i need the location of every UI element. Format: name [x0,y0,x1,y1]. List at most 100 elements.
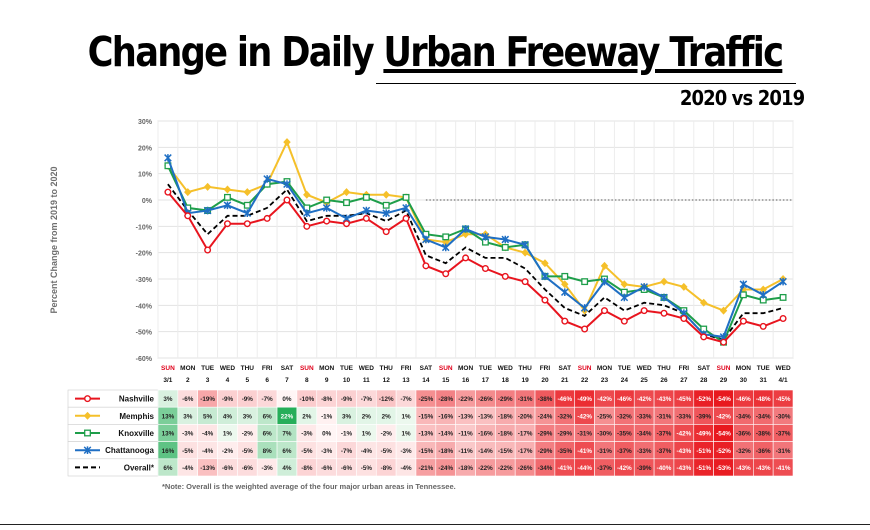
x-date-label: 15 [442,377,450,384]
table-cell-value: 3% [183,413,193,420]
x-day-label: WED [637,365,652,372]
table-cell-value: -33% [637,413,652,420]
x-date-label: 6 [265,377,269,384]
data-point [640,307,648,315]
table-cell [772,458,794,477]
data-point [620,293,629,302]
data-point [203,206,212,215]
table-cell-value: -10% [299,396,314,403]
x-day-label: TUE [618,365,632,372]
legend-series-name: Memphis [119,412,154,421]
y-tick-label: 20% [138,145,153,152]
table-cell-value: -20% [518,413,533,420]
data-point [223,201,232,210]
table-cell-value: -24% [538,413,553,420]
x-date-label: 16 [462,377,470,384]
table-cell-value: -5% [301,448,313,455]
data-point [739,280,748,289]
data-point [600,307,608,315]
x-date-label: 12 [383,377,391,384]
x-date-label: 9 [325,377,329,384]
table-cell-value: -7% [400,396,412,403]
data-point [600,277,609,286]
table-cell-value: -18% [458,465,473,472]
table-cell-value: -8% [381,465,393,472]
data-point [224,193,231,201]
table-cell-value: -3% [400,448,412,455]
table-cell-value: -29% [498,396,513,403]
table-cell-value: -18% [498,431,513,438]
table-cell-value: -36% [736,431,751,438]
data-point [521,240,529,249]
x-date-label: 21 [561,377,569,384]
data-point [83,411,92,420]
table-cell-value: -16% [478,431,493,438]
x-day-label: FRI [679,365,690,372]
data-point [382,209,391,217]
x-day-label: TUE [757,365,771,372]
table-cell-value: -5% [361,465,373,472]
data-point [700,333,708,341]
legend-series-name: Nashville [119,395,155,404]
x-date-label: 8 [305,377,309,384]
data-point [343,199,350,207]
table-cell-value: 3% [342,413,352,420]
table-cell-value: -41% [557,465,572,472]
table-cell-value: -32% [617,413,632,420]
x-date-label: 26 [660,377,668,384]
data-point [283,196,291,204]
table-cell-value: -37% [597,465,612,472]
data-point [739,317,747,325]
table-cell-value: -45% [677,396,692,403]
table-cell-value: -18% [498,413,513,420]
table-cell-value: -42% [637,396,652,403]
x-date-label: 30 [740,377,748,384]
legend-series-name: Knoxville [118,429,154,438]
data-point [541,296,549,304]
series-nashville [164,188,787,346]
x-day-label: THU [241,365,255,372]
data-point [581,325,589,333]
table-cell-value: -31% [518,396,533,403]
table-cell-value: -54% [716,396,731,403]
x-date-label: 24 [621,377,629,384]
table-cell-value: -7% [262,396,274,403]
data-point [462,254,470,262]
table-row: Overall* 6% -4% -13% -6% -6% -3% 4% -8% -6% -6% -5%… [67,458,794,477]
data-point [719,306,728,315]
table-cell-value: -3% [321,448,333,455]
x-day-label: SUN [439,365,453,372]
data-point [779,277,787,286]
table-cell-value: -28% [438,396,453,403]
title-part-2: Urban Freeway Traffic [383,28,784,76]
table-cell-value: -36% [756,448,771,455]
grid-layer [157,120,794,359]
x-date-label: 5 [245,377,249,384]
table-cell-value: 22% [281,413,294,420]
table-cell-value: -37% [657,448,672,455]
y-tick-label: -20% [136,251,153,258]
table-cell-value: -54% [716,431,731,438]
table-cell-value: -6% [321,465,333,472]
table-cell-value: -31% [776,448,791,455]
table-cell-value: 6% [263,413,273,420]
table-cell-value: 0% [322,431,332,438]
data-point [660,309,668,317]
table-cell-value: -14% [438,431,453,438]
data-point [422,235,430,244]
table-cell-value: -8% [321,396,333,403]
table-cell-value: -5% [381,448,393,455]
x-day-label: WED [498,365,513,372]
table-cell-value: -13% [200,465,215,472]
table-cell-value: -4% [182,465,194,472]
table-cell-value: -33% [637,448,652,455]
x-date-label: 3 [206,377,210,384]
data-point [481,233,490,241]
x-date-label: 7 [285,377,289,384]
x-date-label: 13 [402,377,410,384]
data-point [323,217,331,225]
table-cell-value: -31% [597,448,612,455]
y-axis-ticks: 30% 20% 10% 0% -10% -20% -30% -40% -50% -60% [136,119,153,363]
data-point [481,264,489,272]
table-cell-value: -29% [557,431,572,438]
